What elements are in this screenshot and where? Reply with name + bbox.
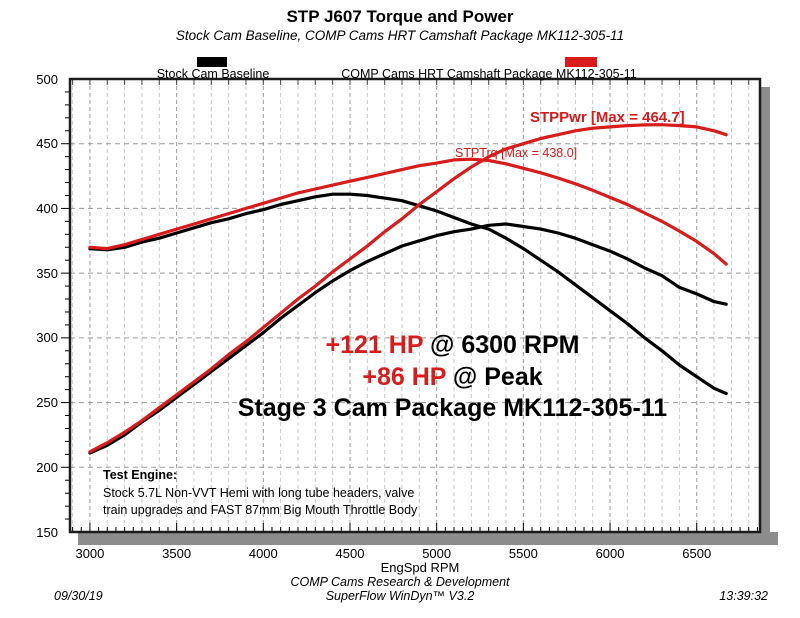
y-tick-label: 400 [36, 200, 58, 216]
gain-line-1: +121 HP @ 6300 RPM [190, 330, 715, 362]
legend-label-stock: Stock Cam Baseline [156, 67, 270, 81]
gain-line-2: +86 HP @ Peak [190, 362, 715, 394]
test-engine-line1: Stock 5.7L Non-VVT Hemi with long tube h… [103, 485, 415, 500]
y-tick-label: 300 [36, 330, 58, 346]
x-tick-label: 4500 [335, 546, 365, 561]
x-tick-label: 3500 [162, 546, 192, 561]
x-tick-label: 3000 [75, 546, 105, 561]
gain2-black-text: @ Peak [445, 362, 543, 391]
legend-label-comp: COMP Cams HRT Camshaft Package MK112-305… [341, 67, 637, 81]
package-line: Stage 3 Cam Package MK112-305-11 [237, 394, 668, 422]
footer-date: 09/30/19 [54, 589, 103, 603]
y-tick-label: 150 [36, 524, 58, 540]
curve-stock-torque [88, 192, 728, 396]
footer-software: SuperFlow WinDyn™ V3.2 [325, 589, 475, 603]
curve-comp-torque [88, 157, 728, 266]
page-subtitle: Stock Cam Baseline, COMP Cams HRT Camsha… [175, 28, 625, 43]
curve-comp-power [88, 123, 728, 454]
x-tick-label: 5500 [508, 546, 538, 561]
annotation-stppwr-max: STPPwr [Max = 464.7] [530, 109, 685, 126]
page-title: STP J607 Torque and Power [286, 7, 514, 26]
x-tick-label: 5000 [422, 546, 452, 561]
y-tick-label: 450 [36, 136, 58, 152]
legend-swatch-comp [565, 57, 597, 67]
x-tick-label: 6000 [595, 546, 625, 561]
y-tick-label: 200 [36, 459, 58, 475]
plot-shadow-bottom [78, 532, 778, 545]
legend-swatch-stock [197, 57, 227, 67]
curve-stock-power [88, 222, 728, 455]
footer-organization: COMP Cams Research & Development [290, 575, 510, 589]
x-axis-label: EngSpd RPM [380, 560, 460, 575]
y-tick-label: 350 [36, 265, 58, 281]
y-tick-label: 500 [36, 71, 58, 87]
gain2-red-text: +86 HP [362, 362, 446, 391]
footer-time: 13:39:32 [719, 589, 768, 603]
x-tick-label: 4000 [248, 546, 278, 561]
plot-shadow-right [760, 87, 770, 532]
gain-annotation-block: +121 HP @ 6300 RPM +86 HP @ Peak Stage 3… [190, 330, 715, 425]
annotation-stptrq-max: STPTrq [Max = 438.0] [455, 146, 578, 160]
gain1-black-text: @ 6300 RPM [423, 331, 580, 359]
test-engine-line2: train upgrades and FAST 87mm Big Mouth T… [103, 503, 418, 517]
plot-frame [68, 77, 762, 534]
test-engine-heading: Test Engine: [103, 468, 178, 482]
y-tick-label: 250 [36, 395, 58, 411]
x-tick-label: 6500 [682, 546, 712, 561]
test-engine-note: Test Engine: Stock 5.7L Non-VVT Hemi wit… [103, 467, 417, 520]
gain1-red-text: +121 HP [325, 331, 424, 359]
